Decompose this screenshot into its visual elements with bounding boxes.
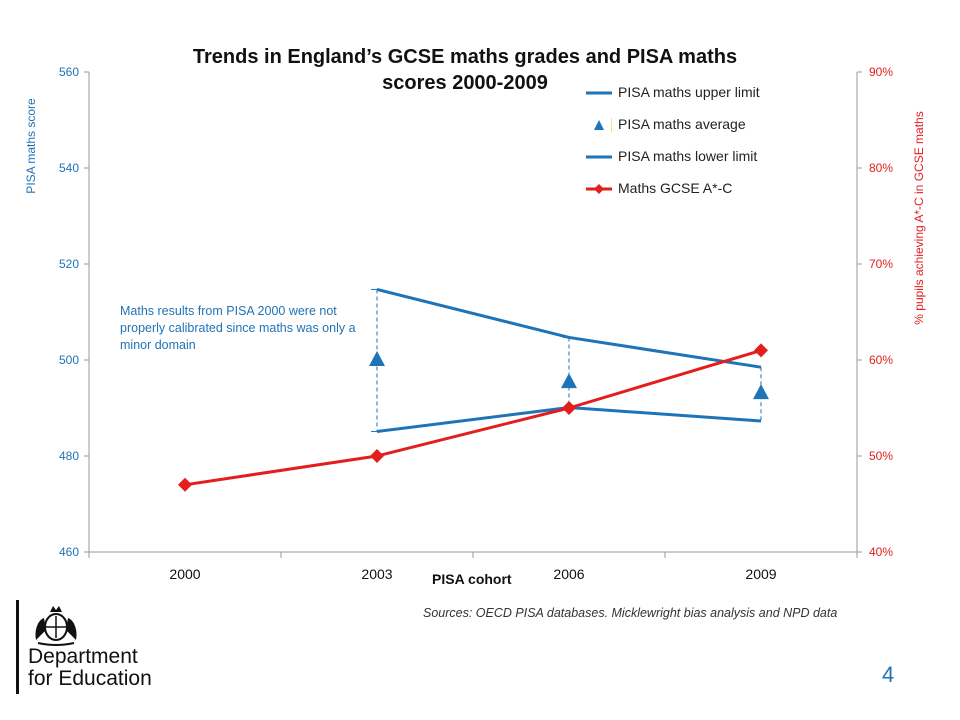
series-line-gcse-a-c: [184, 348, 762, 487]
y-left-tick-label: 520: [59, 257, 79, 271]
logo-line2: for Education: [28, 667, 152, 690]
royal-crest-icon: [35, 606, 77, 646]
gcse-point: [370, 449, 384, 463]
y-left-tick-label: 460: [59, 545, 79, 559]
legend-item-average: PISA maths average: [586, 112, 826, 144]
y-right-tick-label: 70%: [869, 257, 893, 271]
chart-title-line2: scores 2000-2009: [382, 72, 548, 94]
gcse-point: [562, 401, 576, 415]
department-logo: Department for Education: [16, 598, 186, 698]
gcse-point: [178, 477, 192, 492]
pisa-average-point: [369, 351, 385, 366]
legend-item-lower-limit: PISA maths lower limit: [586, 144, 826, 176]
x-tick-label: 2009: [745, 566, 776, 582]
legend-diamond-swatch: [586, 184, 612, 194]
legend-line-swatch: [586, 155, 612, 159]
chart-annotation: Maths results from PISA 2000 were not pr…: [120, 304, 356, 352]
y-axis-left-label: PISA maths score: [24, 98, 38, 194]
y-left-tick-label: 560: [59, 65, 79, 79]
logo-bar: [16, 600, 19, 694]
logo-text: Department for Education: [28, 646, 152, 690]
markers-layer: [178, 343, 769, 492]
y-right-tick-label: 90%: [869, 65, 893, 79]
page-number: 4: [882, 662, 895, 687]
chart-title-line1: Trends in England’s GCSE maths grades an…: [192, 46, 738, 68]
legend-item-gcse: Maths GCSE A*-C: [586, 176, 826, 208]
y-right-tick-label: 60%: [869, 353, 893, 367]
x-tick-label: 2006: [553, 566, 584, 582]
legend: PISA maths upper limit PISA maths averag…: [586, 80, 826, 208]
y-left-tick-label: 540: [59, 161, 79, 175]
pisa-average-point: [561, 373, 577, 389]
logo-line1: Department: [28, 645, 138, 668]
chart-title: Trends in England’s GCSE maths grades an…: [120, 44, 810, 96]
x-axis-label: PISA cohort: [432, 571, 512, 587]
legend-triangle-swatch: [594, 118, 612, 132]
y-axis-right-label: % pupils achieving A*-C in GCSE maths: [912, 111, 926, 325]
y-right-tick-label: 80%: [869, 161, 893, 175]
tick-labels: 460 480 500 520 540 560 40% 50% 60% 70% 80% 90% 2000…: [59, 65, 893, 582]
series-line-pisa-upper-limit: [376, 287, 762, 369]
x-tick-label: 2003: [361, 566, 392, 582]
legend-label: PISA maths lower limit: [618, 148, 758, 164]
pisa-average-point: [753, 384, 769, 400]
y-left-tick-label: 480: [59, 449, 79, 463]
legend-label: PISA maths upper limit: [618, 84, 760, 100]
y-right-tick-label: 50%: [869, 449, 893, 463]
gcse-point: [754, 343, 768, 358]
y-left-tick-label: 500: [59, 353, 79, 367]
legend-item-upper-limit: PISA maths upper limit: [586, 80, 826, 112]
sources-note: Sources: OECD PISA databases. Micklewrig…: [423, 606, 838, 620]
x-tick-label: 2000: [169, 566, 200, 582]
axes: [84, 71, 862, 558]
legend-line-swatch: [586, 91, 612, 95]
legend-label: PISA maths average: [618, 116, 746, 132]
legend-label: Maths GCSE A*-C: [618, 180, 733, 196]
y-right-tick-label: 40%: [869, 545, 893, 559]
